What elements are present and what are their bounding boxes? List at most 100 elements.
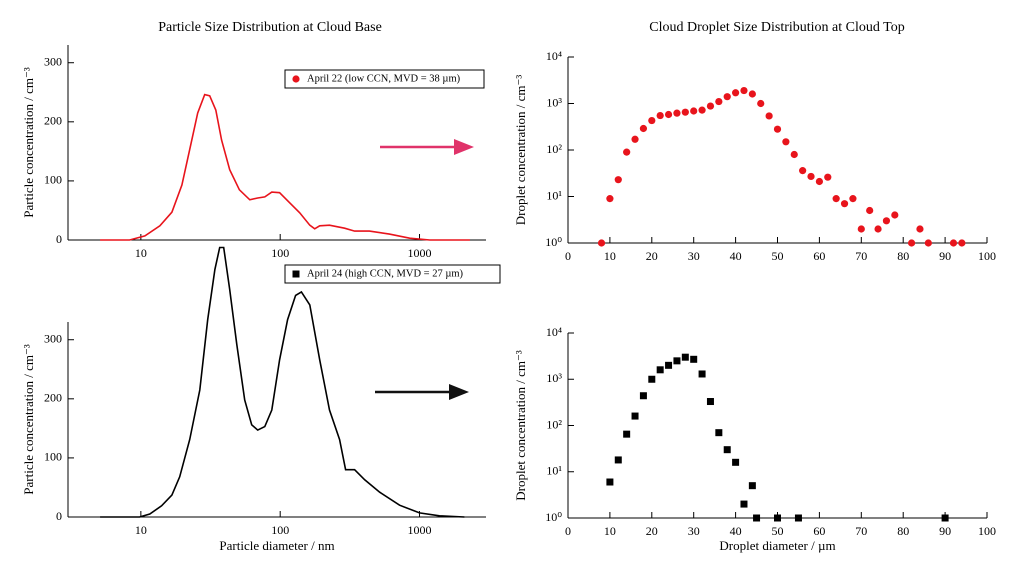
point xyxy=(681,108,689,116)
x-tick-label: 10 xyxy=(135,246,147,260)
y-tick-label: 10⁰ xyxy=(545,510,562,524)
point xyxy=(698,106,706,114)
point xyxy=(924,239,932,247)
y-tick-label: 10⁰ xyxy=(545,235,562,249)
point xyxy=(815,177,824,186)
y-axis-label: Particle concentration / cm⁻³ xyxy=(21,67,36,218)
panel: 10 100 1000 0 100 200 300 Particle Size Distrib… xyxy=(21,20,486,260)
y-tick-label: 100 xyxy=(44,450,62,464)
point xyxy=(790,150,798,159)
point xyxy=(866,206,874,215)
point xyxy=(631,135,639,143)
point xyxy=(799,167,807,175)
point xyxy=(840,200,849,208)
point xyxy=(623,430,631,438)
point xyxy=(794,514,802,522)
point xyxy=(673,109,681,117)
point xyxy=(614,456,622,464)
point xyxy=(782,138,790,146)
point xyxy=(656,366,664,374)
point xyxy=(907,239,916,247)
y-tick-label: 0 xyxy=(56,509,62,523)
point xyxy=(757,99,765,108)
point xyxy=(916,225,924,233)
y-tick-label: 10⁴ xyxy=(546,49,562,63)
legend-label: April 22 (low CCN, MVD = 38 µm) xyxy=(307,73,461,84)
point xyxy=(882,217,891,225)
point xyxy=(614,176,622,184)
x-tick-label: 60 xyxy=(813,524,825,538)
x-tick-label: 0 xyxy=(565,524,571,538)
x-tick-label: 100 xyxy=(271,246,289,260)
x-tick-label: 1000 xyxy=(408,246,432,260)
x-tick-label: 1000 xyxy=(408,523,432,537)
point xyxy=(648,116,656,125)
y-tick-label: 200 xyxy=(44,391,62,405)
point xyxy=(673,357,681,365)
y-tick-label: 10³ xyxy=(546,371,562,385)
x-tick-label: 40 xyxy=(730,249,742,263)
point xyxy=(631,412,639,420)
point xyxy=(832,195,840,203)
x-tick-label: 80 xyxy=(897,249,909,263)
point xyxy=(773,125,782,133)
x-tick-label: 50 xyxy=(772,249,784,263)
legend-box xyxy=(284,69,485,89)
point xyxy=(690,355,698,363)
point xyxy=(706,102,715,110)
point xyxy=(665,361,673,369)
legend-marker xyxy=(292,75,300,83)
y-axis-label: Droplet concentration / cm⁻³ xyxy=(513,75,528,226)
point xyxy=(656,111,664,120)
point xyxy=(774,514,781,522)
line xyxy=(100,246,465,518)
x-tick-label: 10 xyxy=(135,523,147,537)
panel: 0 10 20 30 40 50 60 70 80 90 100 10⁰ 10¹ 10² 10³ 10⁴ Clo… xyxy=(284,20,996,263)
point xyxy=(740,86,748,95)
y-tick-label: 200 xyxy=(44,114,62,128)
point xyxy=(715,97,723,106)
point xyxy=(874,225,882,233)
y-axis-label: Particle concentration / cm⁻³ xyxy=(21,344,36,495)
point xyxy=(732,89,740,97)
legend-label: April 24 (high CCN, MVD = 27 µm) xyxy=(307,268,464,279)
x-tick-label: 30 xyxy=(688,524,700,538)
point xyxy=(623,148,631,156)
chart-title: Particle Size Distribution at Cloud Base xyxy=(158,20,382,35)
point xyxy=(748,90,756,98)
x-tick-label: 80 xyxy=(897,524,909,538)
x-tick-label: 10 xyxy=(604,249,616,263)
x-tick-label: 100 xyxy=(271,523,289,537)
point xyxy=(765,112,773,120)
y-tick-label: 100 xyxy=(44,173,62,187)
chart-title: Cloud Droplet Size Distribution at Cloud… xyxy=(649,20,904,35)
x-tick-label: 90 xyxy=(939,524,951,538)
legend-box xyxy=(284,264,501,284)
y-tick-label: 300 xyxy=(44,331,62,345)
point xyxy=(597,239,606,247)
point xyxy=(606,195,614,203)
point xyxy=(740,500,748,508)
point xyxy=(606,478,614,486)
point xyxy=(807,172,815,181)
point xyxy=(723,446,731,454)
x-tick-label: 70 xyxy=(855,524,867,538)
point xyxy=(715,429,723,437)
x-tick-label: 100 xyxy=(978,524,996,538)
point xyxy=(824,173,832,181)
point xyxy=(648,375,656,383)
point xyxy=(664,110,673,119)
point xyxy=(941,514,949,522)
arrow-black xyxy=(375,384,469,400)
arrow-red xyxy=(380,139,474,155)
x-tick-label: 60 xyxy=(813,249,825,263)
y-tick-label: 10³ xyxy=(546,95,562,109)
y-tick-label: 10² xyxy=(546,142,562,156)
point xyxy=(891,211,899,219)
x-tick-label: 30 xyxy=(688,249,700,263)
point xyxy=(748,482,756,490)
point xyxy=(849,195,857,203)
y-tick-label: 0 xyxy=(56,232,62,246)
x-tick-label: 90 xyxy=(939,249,951,263)
